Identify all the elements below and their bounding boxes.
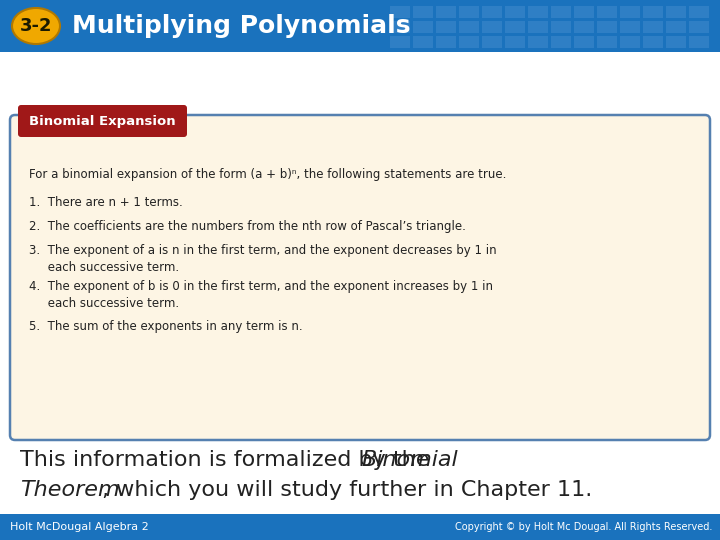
FancyBboxPatch shape <box>597 6 617 18</box>
FancyBboxPatch shape <box>666 36 686 48</box>
FancyBboxPatch shape <box>574 6 594 18</box>
FancyBboxPatch shape <box>528 6 548 18</box>
FancyBboxPatch shape <box>620 21 640 33</box>
Text: This information is formalized by the: This information is formalized by the <box>20 450 436 470</box>
FancyBboxPatch shape <box>574 36 594 48</box>
FancyBboxPatch shape <box>666 21 686 33</box>
Text: 2.  The coefficients are the numbers from the nth row of Pascal’s triangle.: 2. The coefficients are the numbers from… <box>29 220 466 233</box>
FancyBboxPatch shape <box>436 21 456 33</box>
FancyBboxPatch shape <box>528 21 548 33</box>
FancyBboxPatch shape <box>597 36 617 48</box>
FancyBboxPatch shape <box>0 52 720 514</box>
FancyBboxPatch shape <box>0 0 720 52</box>
FancyBboxPatch shape <box>390 21 410 33</box>
FancyBboxPatch shape <box>551 36 571 48</box>
FancyBboxPatch shape <box>390 6 410 18</box>
FancyBboxPatch shape <box>482 21 502 33</box>
FancyBboxPatch shape <box>0 514 720 540</box>
FancyBboxPatch shape <box>551 21 571 33</box>
FancyBboxPatch shape <box>18 105 187 137</box>
Text: 3-2: 3-2 <box>19 17 53 35</box>
Text: , which you will study further in Chapter 11.: , which you will study further in Chapte… <box>102 480 593 500</box>
FancyBboxPatch shape <box>459 21 479 33</box>
FancyBboxPatch shape <box>413 6 433 18</box>
Text: Copyright © by Holt Mc Dougal. All Rights Reserved.: Copyright © by Holt Mc Dougal. All Right… <box>454 522 712 532</box>
FancyBboxPatch shape <box>413 21 433 33</box>
FancyBboxPatch shape <box>505 21 525 33</box>
Text: 1.  There are n + 1 terms.: 1. There are n + 1 terms. <box>29 196 183 209</box>
Text: For a binomial expansion of the form (a + b)ⁿ, the following statements are true: For a binomial expansion of the form (a … <box>29 168 506 181</box>
FancyBboxPatch shape <box>505 36 525 48</box>
FancyBboxPatch shape <box>643 21 663 33</box>
Text: Binomial: Binomial <box>361 450 458 470</box>
FancyBboxPatch shape <box>597 21 617 33</box>
Text: Theorem: Theorem <box>20 480 120 500</box>
FancyBboxPatch shape <box>413 36 433 48</box>
FancyBboxPatch shape <box>482 6 502 18</box>
FancyBboxPatch shape <box>689 6 709 18</box>
FancyBboxPatch shape <box>459 36 479 48</box>
FancyBboxPatch shape <box>643 36 663 48</box>
FancyBboxPatch shape <box>689 36 709 48</box>
Text: 4.  The exponent of b is 0 in the first term, and the exponent increases by 1 in: 4. The exponent of b is 0 in the first t… <box>29 280 493 310</box>
FancyBboxPatch shape <box>643 6 663 18</box>
FancyBboxPatch shape <box>689 21 709 33</box>
FancyBboxPatch shape <box>666 6 686 18</box>
FancyBboxPatch shape <box>620 36 640 48</box>
FancyBboxPatch shape <box>505 6 525 18</box>
FancyBboxPatch shape <box>459 6 479 18</box>
FancyBboxPatch shape <box>482 36 502 48</box>
Text: 5.  The sum of the exponents in any term is n.: 5. The sum of the exponents in any term … <box>29 320 302 333</box>
FancyBboxPatch shape <box>390 36 410 48</box>
FancyBboxPatch shape <box>10 115 710 440</box>
FancyBboxPatch shape <box>436 6 456 18</box>
Ellipse shape <box>12 8 60 44</box>
FancyBboxPatch shape <box>620 6 640 18</box>
Text: Holt McDougal Algebra 2: Holt McDougal Algebra 2 <box>10 522 149 532</box>
Text: Binomial Expansion: Binomial Expansion <box>30 114 176 127</box>
FancyBboxPatch shape <box>551 6 571 18</box>
Text: Multiplying Polynomials: Multiplying Polynomials <box>72 14 410 38</box>
FancyBboxPatch shape <box>528 36 548 48</box>
FancyBboxPatch shape <box>574 21 594 33</box>
FancyBboxPatch shape <box>436 36 456 48</box>
Text: 3.  The exponent of a is n in the first term, and the exponent decreases by 1 in: 3. The exponent of a is n in the first t… <box>29 244 497 274</box>
